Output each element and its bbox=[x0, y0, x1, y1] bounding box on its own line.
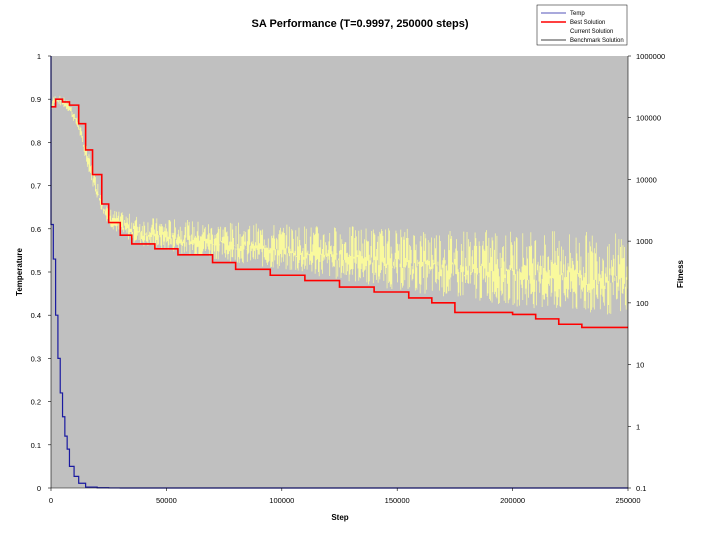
right-tick-label: 100000 bbox=[636, 114, 661, 123]
left-tick-label: 0 bbox=[37, 484, 41, 493]
left-tick-label: 0.1 bbox=[31, 441, 41, 450]
right-tick-label: 1 bbox=[636, 422, 640, 431]
legend: Temp Best Solution Current Solution Benchma… bbox=[536, 4, 628, 46]
left-tick-label: 0.8 bbox=[31, 138, 41, 147]
left-tick-label: 0.4 bbox=[31, 311, 41, 320]
legend-label-benchmark-solution: Benchmark Solution bbox=[570, 38, 624, 44]
x-tick-label: 250000 bbox=[615, 496, 640, 505]
x-tick-label: 200000 bbox=[500, 496, 525, 505]
right-axis-label: Fitness bbox=[676, 259, 685, 288]
left-tick-label: 0.2 bbox=[31, 398, 41, 407]
ticks-layer: 0 0.1 0.2 0.3 0.4 0.5 0.6 0.7 0.8 0.9 1 0.1 1 10 100 10… bbox=[31, 52, 666, 505]
left-axis-label: Temperature bbox=[15, 248, 24, 296]
left-tick-label: 0.3 bbox=[31, 354, 41, 363]
right-tick-label: 0.1 bbox=[636, 484, 646, 493]
left-tick-label: 0.6 bbox=[31, 225, 41, 234]
series-best-solution bbox=[51, 98, 628, 329]
x-tick-label: 100000 bbox=[269, 496, 294, 505]
legend-label-current-solution: Current Solution bbox=[570, 29, 613, 35]
legend-label-temp: Temp bbox=[570, 11, 585, 17]
right-tick-label: 100 bbox=[636, 299, 649, 308]
x-axis-label: Step bbox=[331, 513, 348, 522]
left-tick-label: 1 bbox=[37, 52, 41, 61]
chart-title: SA Performance (T=0.9997, 250000 steps) bbox=[252, 18, 469, 30]
x-tick-label: 0 bbox=[49, 496, 53, 505]
left-tick-label: 0.7 bbox=[31, 182, 41, 191]
right-tick-label: 1000000 bbox=[636, 52, 665, 61]
right-tick-label: 10 bbox=[636, 361, 644, 370]
legend-label-best-solution: Best Solution bbox=[570, 20, 605, 26]
x-tick-label: 50000 bbox=[156, 496, 177, 505]
legend-box bbox=[536, 4, 628, 46]
x-tick-label: 150000 bbox=[385, 496, 410, 505]
right-tick-label: 10000 bbox=[636, 175, 657, 184]
left-tick-label: 0.9 bbox=[31, 95, 41, 104]
left-tick-label: 0.5 bbox=[31, 268, 41, 277]
right-tick-label: 1000 bbox=[636, 237, 653, 246]
